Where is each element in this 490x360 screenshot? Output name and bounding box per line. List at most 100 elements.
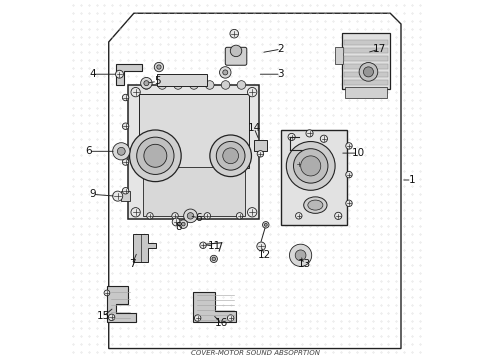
Circle shape [157,65,161,69]
Circle shape [223,70,228,75]
Circle shape [364,67,373,77]
Text: 16: 16 [215,319,228,328]
Circle shape [265,224,267,226]
FancyBboxPatch shape [225,47,247,65]
Circle shape [308,161,315,167]
Circle shape [172,218,180,226]
Circle shape [263,222,269,228]
Circle shape [200,242,206,248]
Text: 6: 6 [86,146,92,156]
Circle shape [122,123,129,130]
Text: 12: 12 [258,250,271,260]
Bar [143,167,245,216]
Circle shape [113,191,122,201]
Circle shape [236,213,243,219]
Ellipse shape [308,200,323,210]
Circle shape [116,70,123,78]
Bar [281,130,347,225]
Circle shape [223,148,239,164]
Circle shape [359,63,378,81]
Circle shape [144,144,167,167]
Circle shape [335,212,342,220]
Bar [343,80,389,85]
Circle shape [288,134,295,140]
Circle shape [346,143,352,149]
Circle shape [113,143,130,160]
Circle shape [295,250,306,261]
Circle shape [295,213,302,219]
Circle shape [181,222,185,226]
Circle shape [227,315,234,321]
Circle shape [117,147,125,155]
Text: 14: 14 [247,123,261,133]
Bar [343,40,389,45]
Bar [342,33,390,89]
Circle shape [147,213,153,219]
Circle shape [220,67,231,78]
Circle shape [320,135,327,142]
Circle shape [301,156,321,176]
Text: 4: 4 [89,69,96,79]
Circle shape [104,290,110,296]
Circle shape [142,81,151,89]
Circle shape [237,81,245,89]
Text: 2: 2 [277,44,284,54]
Ellipse shape [304,197,327,213]
Text: 5: 5 [154,76,160,86]
Circle shape [295,161,302,167]
Polygon shape [193,292,236,322]
Circle shape [247,208,257,217]
Text: 11: 11 [208,241,221,251]
Circle shape [141,77,152,89]
Bar [157,74,207,86]
Circle shape [131,87,140,97]
Circle shape [158,81,167,89]
Polygon shape [116,64,142,85]
Circle shape [131,208,140,217]
Text: COVER-MOTOR SOUND ABSOPRTION: COVER-MOTOR SOUND ABSOPRTION [191,350,320,356]
Circle shape [179,220,188,228]
Circle shape [294,149,328,183]
Bar [343,48,389,53]
Bar [139,94,248,168]
Circle shape [205,81,214,89]
Circle shape [108,314,115,320]
Bar [128,85,259,220]
Text: 6: 6 [195,213,202,222]
Text: 15: 15 [97,311,110,321]
Circle shape [154,62,164,72]
Bar [254,140,267,151]
Circle shape [230,45,242,57]
Circle shape [137,137,174,175]
Circle shape [204,213,211,219]
Bar [345,87,387,98]
Polygon shape [107,286,136,321]
Bar [343,72,389,77]
Circle shape [216,141,245,170]
Text: 10: 10 [351,148,365,158]
Bar [122,191,130,201]
Circle shape [257,242,266,251]
Circle shape [247,87,257,97]
Text: 7: 7 [129,259,135,269]
Circle shape [144,81,149,86]
Bar [343,64,389,69]
Circle shape [221,81,230,89]
Circle shape [195,315,201,321]
Circle shape [122,159,129,165]
Text: 1: 1 [409,175,415,185]
Circle shape [122,188,129,194]
Circle shape [230,30,239,38]
Text: 3: 3 [277,69,284,79]
Bar [343,56,389,61]
Text: 9: 9 [89,189,96,199]
Circle shape [286,141,335,190]
Circle shape [290,244,312,266]
Circle shape [257,150,264,157]
Circle shape [187,213,194,219]
Circle shape [172,213,178,219]
Circle shape [174,81,182,89]
Circle shape [306,130,313,137]
Text: 17: 17 [373,44,386,54]
Circle shape [184,209,197,223]
